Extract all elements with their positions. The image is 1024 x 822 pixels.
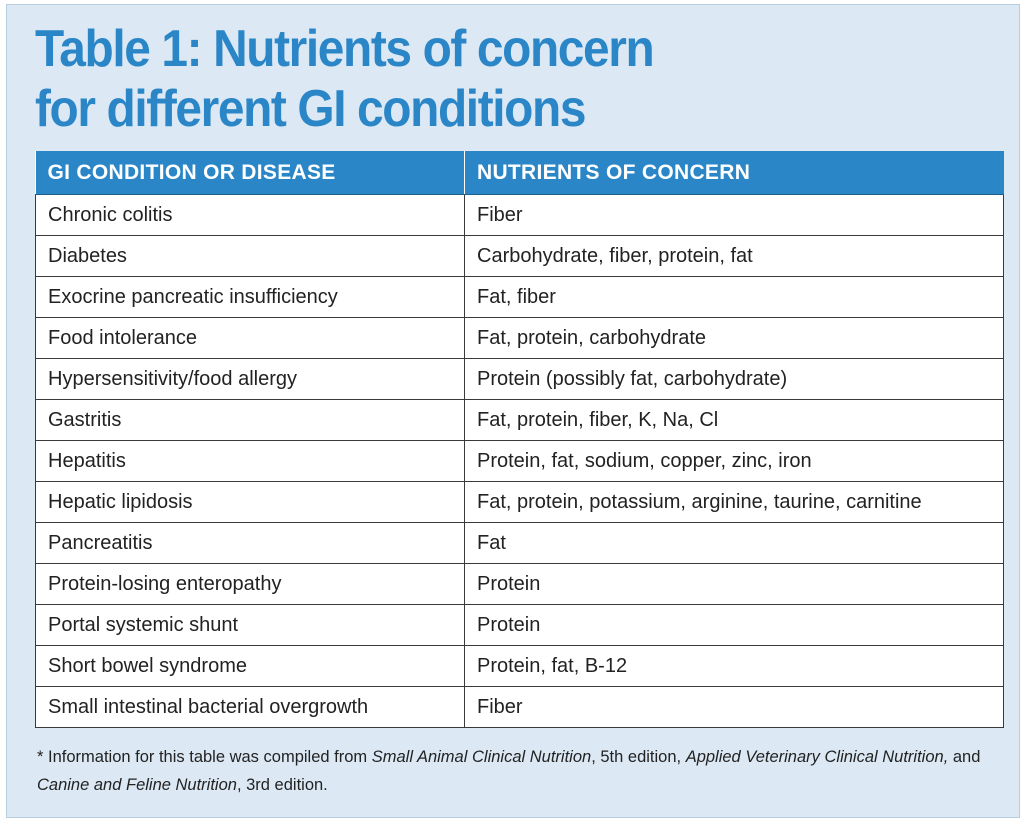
- condition-cell: Small intestinal bacterial overgrowth: [35, 686, 465, 728]
- condition-cell: Hepatitis: [35, 440, 465, 482]
- condition-cell: Food intolerance: [35, 317, 465, 359]
- footnote-separator-1: , 5th edition,: [591, 748, 686, 766]
- table-row: Short bowel syndrome Protein, fat, B-12: [35, 645, 1004, 687]
- footnote-source-2: Applied Veterinary Clinical Nutrition,: [685, 748, 949, 766]
- nutrients-cell: Fiber: [464, 194, 1004, 236]
- nutrients-cell: Carbohydrate, fiber, protein, fat: [464, 235, 1004, 277]
- condition-cell: Hepatic lipidosis: [35, 481, 465, 523]
- nutrients-cell: Protein (possibly fat, carbohydrate): [464, 358, 1004, 400]
- nutrients-cell: Fat, protein, fiber, K, Na, Cl: [464, 399, 1004, 441]
- condition-cell: Exocrine pancreatic insufficiency: [35, 276, 465, 318]
- table-row: Hepatitis Protein, fat, sodium, copper, …: [35, 440, 1004, 482]
- table-row: Portal systemic shunt Protein: [35, 604, 1004, 646]
- footnote-source-3: Canine and Feline Nutrition: [37, 776, 237, 794]
- nutrients-cell: Fiber: [464, 686, 1004, 728]
- table-row: Gastritis Fat, protein, fiber, K, Na, Cl: [35, 399, 1004, 441]
- nutrients-cell: Fat, protein, carbohydrate: [464, 317, 1004, 359]
- table-row: Small intestinal bacterial overgrowth Fi…: [35, 686, 1004, 728]
- title-line-1: Table 1: Nutrients of concern: [35, 20, 655, 78]
- condition-cell: Chronic colitis: [35, 194, 465, 236]
- table-row: Food intolerance Fat, protein, carbohydr…: [35, 317, 1004, 359]
- table-title: Table 1: Nutrients of concern for differ…: [35, 19, 655, 139]
- title-line-2: for different GI conditions: [35, 80, 586, 138]
- nutrients-cell: Fat, fiber: [464, 276, 1004, 318]
- condition-cell: Gastritis: [35, 399, 465, 441]
- condition-cell: Portal systemic shunt: [35, 604, 465, 646]
- table-row: Hepatic lipidosis Fat, protein, potassiu…: [35, 481, 1004, 523]
- table-row: Protein-losing enteropathy Protein: [35, 563, 1004, 605]
- nutrients-cell: Protein, fat, sodium, copper, zinc, iron: [464, 440, 1004, 482]
- nutrients-cell: Fat: [464, 522, 1004, 564]
- footnote-source-1: Small Animal Clinical Nutrition: [371, 748, 592, 766]
- header-condition: GI CONDITION OR DISEASE: [35, 151, 465, 195]
- nutrients-cell: Protein: [464, 563, 1004, 605]
- table-row: Diabetes Carbohydrate, fiber, protein, f…: [35, 235, 1004, 277]
- nutrients-cell: Protein: [464, 604, 1004, 646]
- nutrients-table: GI CONDITION OR DISEASE NUTRIENTS OF CON…: [35, 151, 1004, 728]
- footnote-separator-2: and: [948, 748, 981, 766]
- table-row: Chronic colitis Fiber: [35, 194, 1004, 236]
- table-row: Exocrine pancreatic insufficiency Fat, f…: [35, 276, 1004, 318]
- condition-cell: Protein-losing enteropathy: [35, 563, 465, 605]
- table-header-row: GI CONDITION OR DISEASE NUTRIENTS OF CON…: [35, 151, 1004, 195]
- nutrients-cell: Fat, protein, potassium, arginine, tauri…: [464, 481, 1004, 523]
- table-row: Pancreatitis Fat: [35, 522, 1004, 564]
- nutrients-cell: Protein, fat, B-12: [464, 645, 1004, 687]
- table-footnote: * Information for this table was compile…: [37, 743, 997, 799]
- header-nutrients: NUTRIENTS OF CONCERN: [464, 151, 1004, 195]
- condition-cell: Hypersensitivity/food allergy: [35, 358, 465, 400]
- condition-cell: Pancreatitis: [35, 522, 465, 564]
- footnote-suffix: , 3rd edition.: [236, 776, 328, 794]
- footnote-prefix: * Information for this table was compile…: [37, 748, 372, 766]
- condition-cell: Short bowel syndrome: [35, 645, 465, 687]
- table-row: Hypersensitivity/food allergy Protein (p…: [35, 358, 1004, 400]
- condition-cell: Diabetes: [35, 235, 465, 277]
- table-panel: Table 1: Nutrients of concern for differ…: [6, 4, 1020, 818]
